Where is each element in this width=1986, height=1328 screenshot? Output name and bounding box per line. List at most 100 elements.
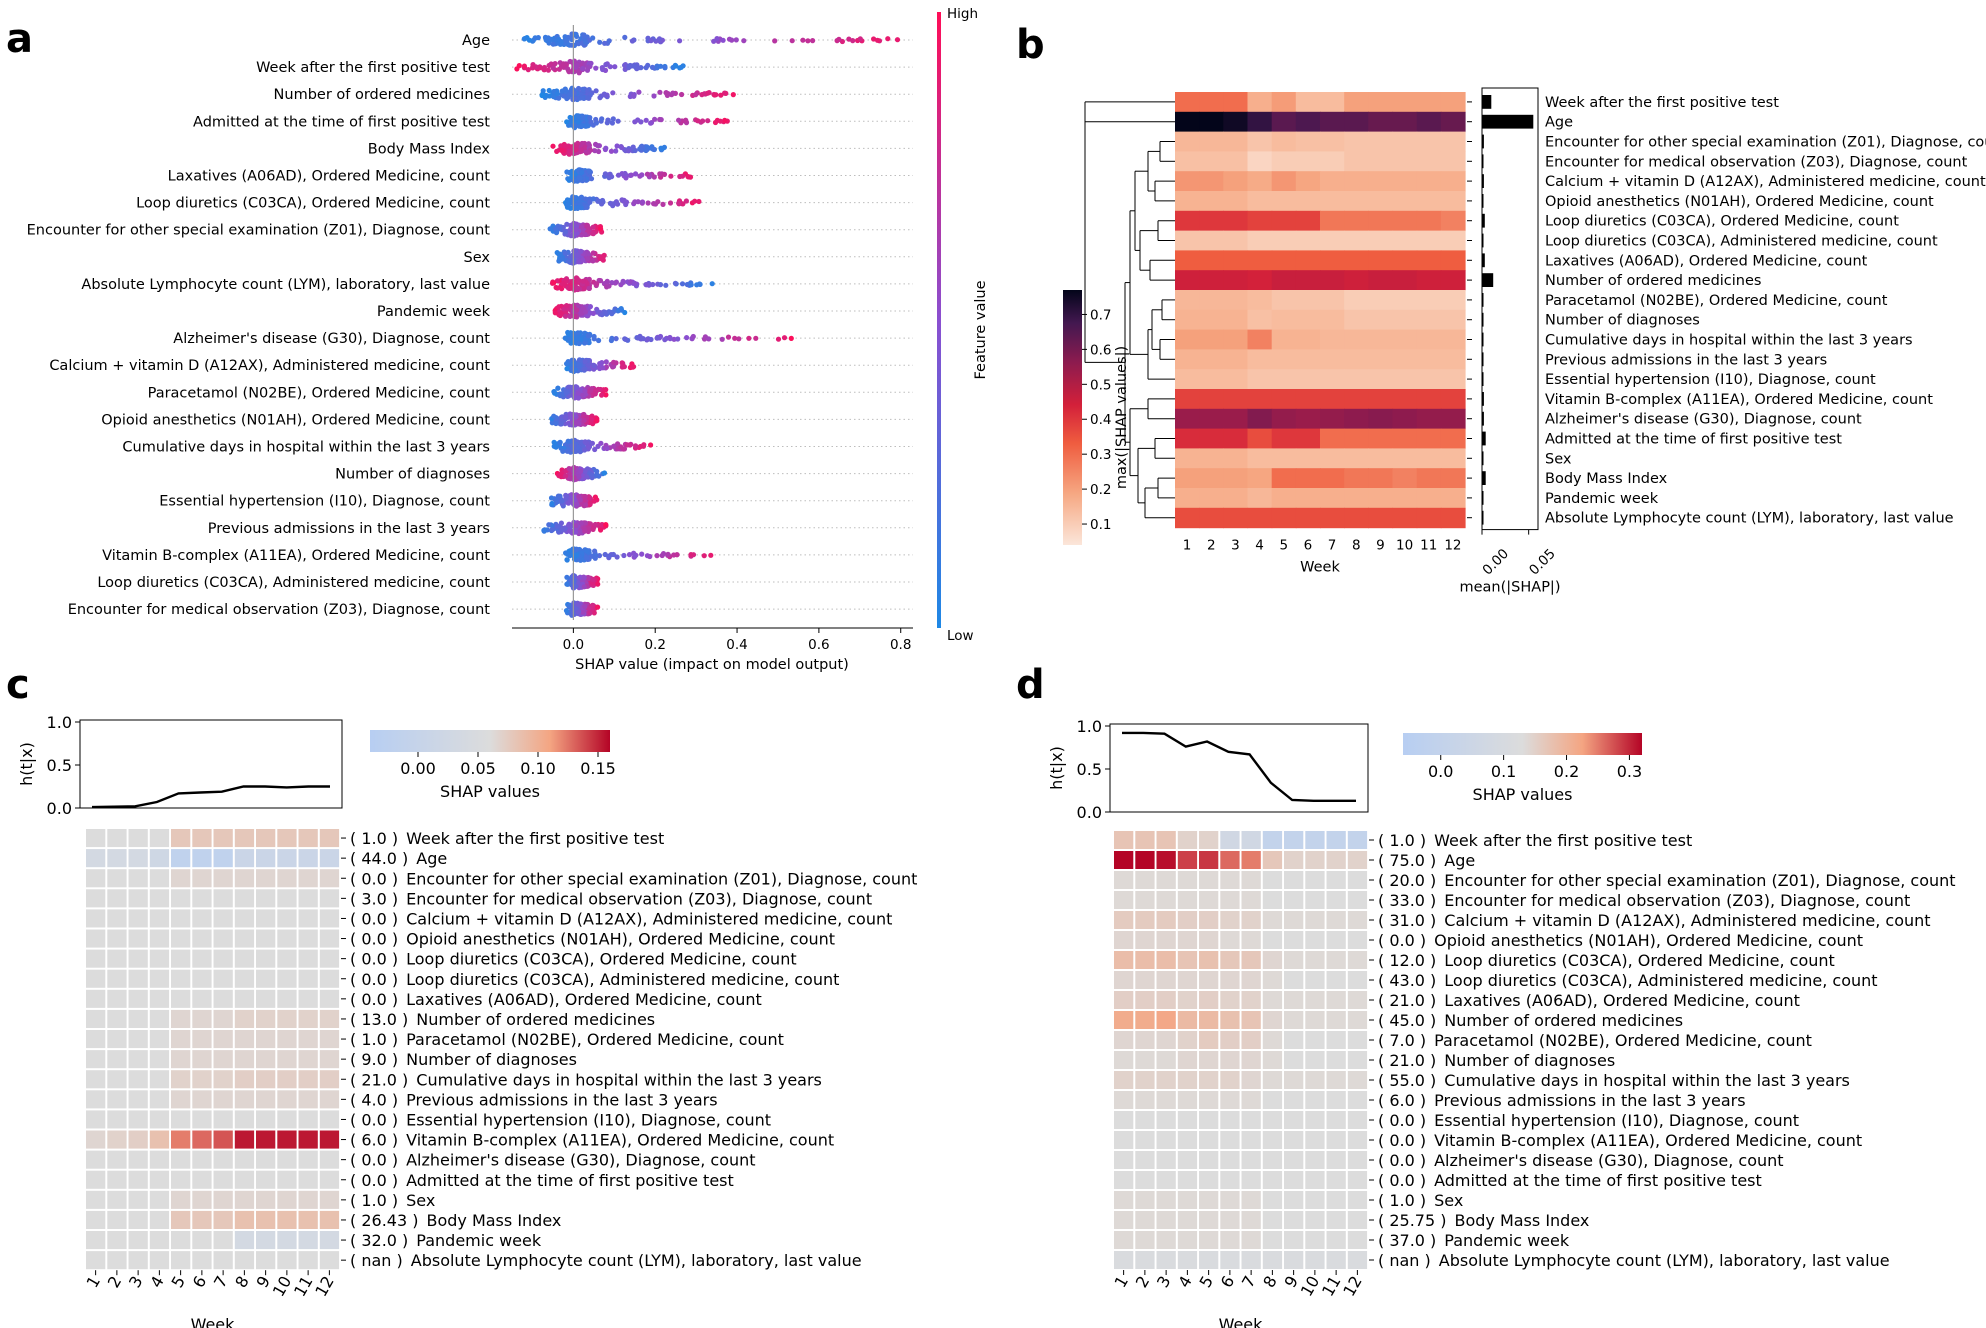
shap-dot (659, 146, 666, 152)
feature-name: Alzheimer's disease (G30), Diagnose, cou… (406, 1151, 755, 1170)
shap-dot (628, 172, 634, 178)
heatmap-cell (1262, 911, 1283, 929)
shap-dot (620, 279, 626, 286)
shap-dot (575, 113, 581, 119)
shap-dot (736, 336, 742, 342)
heatmap-cell (1175, 349, 1200, 370)
heatmap-cell (86, 1050, 106, 1069)
feature-name: Body Mass Index (1454, 1211, 1589, 1230)
heatmap-cell (1247, 329, 1273, 350)
heatmap-cell (128, 1130, 148, 1149)
heatmap-cell (1135, 1111, 1155, 1129)
heatmap-cell (1223, 408, 1249, 430)
feature-label: Absolute Lymphocyte count (LYM), laborat… (1545, 511, 1954, 527)
heatmap-cell (149, 1090, 170, 1109)
shap-dot (582, 388, 588, 394)
heatmap-cell (107, 969, 127, 988)
row-label: ( 13.0 ) Number of ordered medicines (350, 1010, 655, 1029)
heatmap-cell (298, 1251, 318, 1270)
heatmap-cell (171, 1130, 191, 1149)
feature-value: ( 7.0 ) (1378, 1031, 1426, 1050)
heatmap-cell (213, 1130, 233, 1149)
heatmap-cell (192, 1110, 212, 1129)
heatmap-cell (1175, 507, 1200, 529)
heatmap-cell (1156, 831, 1176, 849)
feature-value: ( 1.0 ) (1378, 831, 1426, 850)
shap-dot (667, 200, 674, 206)
heatmap-cell (1199, 428, 1224, 449)
shap-dot (571, 579, 577, 585)
x-tick-label: 0.6 (808, 637, 829, 653)
heatmap-cell (171, 1090, 191, 1109)
heatmap-cell (1177, 1031, 1198, 1049)
heatmap-cell (1416, 191, 1442, 212)
heatmap-cell (1175, 92, 1200, 113)
heatmap-cell (1241, 831, 1261, 849)
heatmap-cell (1416, 250, 1442, 271)
shap-dot (772, 38, 778, 44)
shap-dot (604, 120, 610, 126)
heatmap-cell (1392, 428, 1418, 449)
heatmap-cell (1416, 290, 1442, 311)
shap-dot (587, 501, 593, 507)
heatmap-cell (1392, 290, 1418, 311)
heatmap-cell (319, 1030, 340, 1049)
heatmap-cell (1295, 329, 1321, 350)
heatmap-cell (1199, 329, 1224, 350)
shap-dot (576, 70, 582, 76)
heatmap-cell (1177, 971, 1198, 989)
heatmap-cell (1220, 951, 1240, 969)
heatmap-cell (234, 1251, 255, 1270)
heatmap-cell (1347, 931, 1368, 949)
feature-value: ( 13.0 ) (350, 1010, 408, 1029)
shap-dot (551, 439, 557, 445)
heatmap-cell (1241, 911, 1261, 929)
shap-dot (563, 390, 570, 396)
heatmap-cell (107, 889, 127, 908)
feature-label: Absolute Lymphocyte count (LYM), laborat… (81, 277, 490, 293)
feature-label: Loop diuretics (C03CA), Ordered Medicine… (1545, 214, 1899, 230)
heatmap-cell (213, 1050, 233, 1069)
heatmap-cell (1156, 1091, 1176, 1109)
feature-label: Calcium + vitamin D (A12AX), Administere… (1545, 174, 1986, 190)
heatmap-cell (86, 969, 106, 988)
heatmap-cell (1271, 191, 1297, 212)
heatmap-cell (1284, 1191, 1304, 1209)
shap-dot (551, 280, 557, 286)
feature-label: Sex (464, 250, 491, 266)
heatmap-cell (234, 1130, 255, 1149)
shap-dot (562, 313, 569, 319)
feature-value: ( 21.0 ) (1378, 991, 1436, 1010)
week-tick-label: 12 (1444, 538, 1461, 554)
shap-dot (607, 309, 613, 315)
heatmap-cell (319, 869, 340, 888)
heatmap-cell (1223, 309, 1249, 331)
feature-value: ( 21.0 ) (350, 1070, 408, 1089)
heatmap-cell (1135, 1171, 1155, 1189)
shap-dot (567, 285, 573, 291)
heatmap-cell (1262, 1211, 1283, 1229)
heatmap-cell (1326, 971, 1346, 989)
shap-dot (563, 493, 569, 500)
feature-name: Opioid anesthetics (N01AH), Ordered Medi… (406, 930, 835, 949)
heatmap-cell (86, 1190, 106, 1209)
beeswarm-row (541, 519, 609, 537)
shap-dot (586, 168, 593, 174)
heatmap-cell (277, 1150, 297, 1169)
heatmap-cell (1241, 1111, 1261, 1129)
heatmap-cell (1114, 1191, 1134, 1209)
shap-dot (584, 67, 591, 73)
heatmap-cell (1271, 428, 1297, 449)
heatmap-cell (319, 909, 340, 928)
y-tick-label: 1.0 (47, 713, 72, 732)
heatmap-cell (1440, 230, 1466, 251)
heatmap-cell (1416, 270, 1442, 291)
shap-dot (580, 278, 586, 284)
shap-dot (564, 221, 570, 227)
heatmap-cell (1156, 1191, 1176, 1209)
heatmap-cell (1114, 931, 1134, 949)
heatmap-cell (1135, 891, 1155, 909)
heatmap-cell (213, 849, 233, 868)
heatmap-cell (213, 1090, 233, 1109)
row-label: ( 12.0 ) Loop diuretics (C03CA), Ordered … (1378, 951, 1835, 970)
